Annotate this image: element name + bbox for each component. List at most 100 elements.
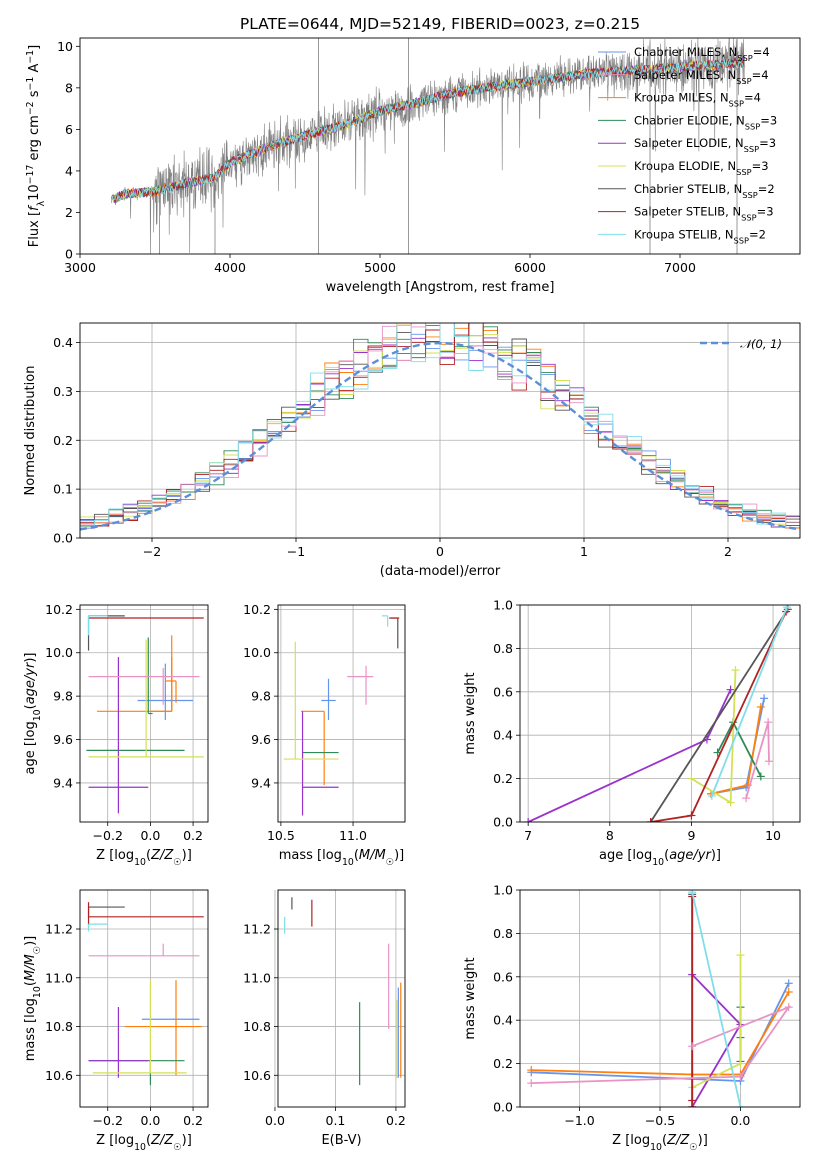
x-tick-label: 0.2	[386, 1113, 406, 1128]
y-tick-label: 10.2	[45, 602, 73, 617]
x-axis-label: Z [log10(Z/Z☉)]	[612, 1133, 708, 1153]
x-tick-label: 0.0	[140, 1113, 160, 1128]
plot-area-mass-weight-vs-z	[527, 890, 793, 1107]
y-axis-label: mass [log10(M/M☉)]	[23, 936, 43, 1062]
x-axis-label: age [log10(age/yr)]	[599, 848, 721, 868]
weight-line-1	[531, 991, 790, 1076]
x-axis-label: wavelength [Angstrom, rest frame]	[326, 280, 555, 295]
y-tick-label: 8	[65, 80, 73, 95]
plot-area-mass-vs-z	[87, 902, 204, 1086]
x-tick-label: −2	[143, 544, 161, 559]
x-tick-label: 9	[687, 828, 695, 843]
axes-frame	[519, 889, 801, 1108]
weight-line-8	[691, 892, 742, 1107]
axes-frame	[79, 37, 801, 255]
model-line-7	[111, 57, 745, 203]
x-tick-label: 0.2	[183, 1113, 203, 1128]
y-axis-label: mass weight	[463, 957, 478, 1039]
y-tick-label: 0.1	[53, 482, 73, 497]
y-tick-label: 10.8	[45, 1019, 73, 1034]
y-tick-label: 10.6	[243, 1068, 271, 1083]
legend-label: Kroupa ELODIE, NSSP=3	[634, 159, 769, 177]
y-tick-label: 11.2	[243, 922, 271, 937]
y-axis-label: mass weight	[463, 672, 478, 754]
x-tick-label: 3000	[64, 260, 96, 275]
x-tick-label: 10	[765, 828, 781, 843]
figure-title: PLATE=0644, MJD=52149, FIBERID=0023, z=0…	[240, 15, 640, 33]
plot-area-age-vs-mass	[283, 615, 400, 816]
y-tick-label: 9.4	[251, 775, 271, 790]
y-tick-label: 0.0	[53, 531, 73, 546]
model-line-8	[111, 59, 745, 203]
panel-spectrum: 3000 4000 5000 6000 7000 0 2 4 6 8 10 wavelength [A…	[25, 37, 801, 295]
x-tick-label: −1.0	[564, 1113, 594, 1128]
x-tick-label: 8	[606, 828, 614, 843]
y-tick-label: 10.8	[243, 1019, 271, 1034]
y-tick-label: 11.0	[45, 970, 73, 985]
y-tick-label: 11.0	[243, 970, 271, 985]
plot-area-residuals	[80, 323, 800, 531]
legend-label: Chabrier ELODIE, NSSP=3	[634, 113, 777, 131]
legend-label: Chabrier MILES, NSSP=4	[634, 45, 770, 63]
y-tick-label: 10.0	[243, 645, 271, 660]
residual-histogram-8	[80, 323, 800, 529]
y-tick-label: 0.2	[493, 771, 513, 786]
y-tick-label: 11.2	[45, 922, 73, 937]
plot-area-mass-weight-vs-age	[524, 605, 792, 822]
weight-line-7	[531, 1005, 792, 1084]
x-tick-label: 2	[724, 544, 732, 559]
y-axis-label: Normed distribution	[23, 366, 38, 496]
x-tick-label: −0.2	[93, 1113, 123, 1128]
legend-label: Chabrier STELIB, NSSP=2	[634, 182, 775, 200]
y-tick-label: 0.2	[53, 433, 73, 448]
x-tick-label: 0.0	[731, 1113, 751, 1128]
y-tick-label: 0.4	[493, 728, 513, 743]
y-tick-label: 0.8	[493, 641, 513, 656]
x-tick-label: −0.5	[645, 1113, 675, 1128]
y-tick-label: 0.4	[493, 1013, 513, 1028]
axes-frame	[519, 604, 801, 823]
y-axis-label: Flux [fλ10−17 erg cm−2 s−1 A−1]	[25, 45, 47, 247]
x-tick-label: 0.2	[183, 828, 203, 843]
panel-residuals: −2 −1 0 1 2 0.0 0.1 0.2 0.3 0.4 (data-model)/error…	[23, 322, 801, 579]
y-tick-label: 10.0	[45, 645, 73, 660]
legend-label: Salpeter STELIB, NSSP=3	[634, 205, 774, 223]
x-axis-label: mass [log10(M/M☉)]	[279, 848, 405, 868]
y-axis-label: age [log10(age/yr)]	[23, 652, 43, 774]
legend-label: Kroupa MILES, NSSP=4	[634, 91, 761, 109]
x-tick-label: 0.0	[140, 828, 160, 843]
legend-label: Salpeter ELODIE, NSSP=3	[634, 136, 776, 154]
x-axis-label: E(B-V)	[321, 1133, 361, 1148]
x-tick-label: 10.5	[267, 828, 295, 843]
y-tick-label: 0.0	[493, 815, 513, 830]
x-tick-label: 1	[580, 544, 588, 559]
y-tick-label: 0.0	[493, 1100, 513, 1115]
legend-label: Kroupa STELIB, NSSP=2	[634, 227, 766, 245]
y-tick-label: 9.8	[251, 689, 271, 704]
y-tick-label: 6	[65, 122, 73, 137]
y-tick-label: 9.8	[53, 689, 73, 704]
panel-mass-weight-vs-age: 7 8 9 10 0.0 0.2 0.4 0.6 0.8 1.0 age [log10(age/yr…	[463, 598, 801, 868]
axes-frame	[79, 604, 209, 823]
plot-area-age-vs-z	[86, 615, 204, 814]
y-tick-label: 0.6	[493, 969, 513, 984]
x-tick-label: −1	[287, 544, 305, 559]
gaussian-curve	[80, 341, 800, 531]
y-tick-label: 0.4	[53, 335, 73, 350]
y-tick-label: 2	[65, 205, 73, 220]
x-tick-label: 0.1	[326, 1113, 346, 1128]
y-tick-label: 10	[57, 39, 73, 54]
x-tick-label: 0	[436, 544, 444, 559]
y-tick-label: 0.6	[493, 684, 513, 699]
axes-frame	[79, 889, 209, 1108]
x-tick-label: 6000	[514, 260, 546, 275]
y-tick-label: 9.6	[251, 732, 271, 747]
axes-frame	[277, 889, 406, 1108]
panel-mass-weight-vs-z: −1.0 −0.5 0.0 0.0 0.2 0.4 0.6 0.8 1.0 Z [log10(Z/…	[463, 883, 801, 1153]
y-tick-label: 9.6	[53, 732, 73, 747]
y-tick-label: 1.0	[493, 598, 513, 613]
x-tick-label: 7	[524, 828, 532, 843]
weight-line-8	[710, 606, 788, 797]
